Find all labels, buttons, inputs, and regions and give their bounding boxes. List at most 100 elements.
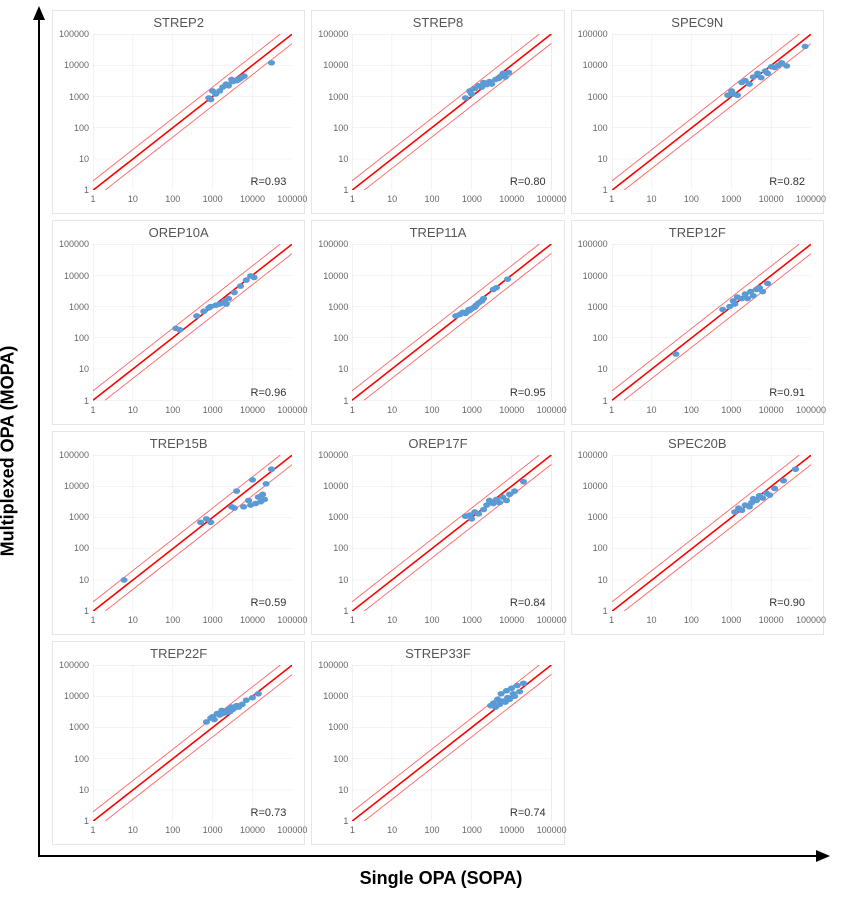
scatter-panel: TREP15B110100100010000100000110100100010…	[52, 431, 305, 635]
data-point	[231, 505, 238, 511]
x-tick-label: 1	[350, 825, 355, 835]
x-tick-label: 100	[684, 194, 699, 204]
y-tick-label: 100	[593, 123, 608, 133]
x-tick-label: 100000	[277, 825, 307, 835]
data-point	[480, 296, 487, 302]
x-tick-label: 100	[425, 615, 440, 625]
x-tick-label: 100	[165, 825, 180, 835]
y-tick-labels: 110100100010000100000	[578, 34, 610, 190]
x-tick-labels: 110100100010000100000	[612, 613, 811, 627]
x-tick-label: 100	[165, 405, 180, 415]
scatter-svg	[612, 34, 811, 190]
data-point	[771, 485, 778, 491]
data-point	[193, 313, 200, 319]
data-point	[731, 301, 738, 307]
y-tick-labels: 110100100010000100000	[318, 665, 350, 821]
r-value-label: R=0.74	[510, 807, 546, 819]
data-point	[237, 284, 244, 290]
data-point	[240, 503, 247, 509]
x-tick-label: 1000	[721, 405, 741, 415]
y-tick-label: 10	[338, 785, 348, 795]
y-tick-label: 100	[593, 333, 608, 343]
x-tick-label: 100000	[796, 615, 826, 625]
scatter-panel: STREP81101001000100001000001101001000100…	[311, 10, 564, 214]
x-tick-label: 1000	[721, 194, 741, 204]
x-tick-label: 10	[387, 615, 397, 625]
x-tick-label: 1	[90, 405, 95, 415]
x-tick-label: 1000	[462, 405, 482, 415]
plot-area: 1101001000100001000001101001000100001000…	[578, 453, 817, 627]
data-point	[176, 327, 183, 333]
data-point	[493, 285, 500, 291]
x-tick-label: 1000	[462, 194, 482, 204]
data-point	[207, 97, 214, 103]
x-tick-label: 1	[90, 194, 95, 204]
y-tick-label: 10000	[583, 60, 608, 70]
x-tick-label: 100	[165, 615, 180, 625]
data-point	[514, 682, 521, 688]
panel-title: TREP22F	[59, 646, 298, 661]
data-point	[462, 95, 469, 101]
x-tick-labels: 110100100010000100000	[352, 192, 551, 206]
data-point	[207, 519, 214, 525]
y-tick-label: 100000	[318, 29, 348, 39]
data-point	[268, 60, 275, 66]
y-tick-label: 1000	[69, 512, 89, 522]
y-tick-label: 1	[84, 816, 89, 826]
x-tick-label: 1000	[721, 615, 741, 625]
y-tick-label: 100	[74, 754, 89, 764]
panel-title: STREP33F	[318, 646, 557, 661]
scatter-svg	[612, 244, 811, 400]
scatter-panel: OREP17F110100100010000100000110100100010…	[311, 431, 564, 635]
plot-area: 1101001000100001000001101001000100001000…	[318, 663, 557, 837]
x-axis-label: Single OPA (SOPA)	[0, 868, 842, 889]
y-tick-label: 10	[79, 785, 89, 795]
y-tick-label: 10000	[64, 271, 89, 281]
y-tick-label: 10	[79, 364, 89, 374]
x-tick-labels: 110100100010000100000	[93, 403, 292, 417]
r-value-label: R=0.82	[769, 176, 805, 188]
panel-title: TREP12F	[578, 225, 817, 240]
x-tick-label: 10	[647, 615, 657, 625]
data-point	[243, 697, 250, 703]
panel-title: STREP8	[318, 15, 557, 30]
data-point	[783, 63, 790, 69]
data-point	[120, 577, 127, 583]
x-tick-label: 100	[165, 194, 180, 204]
x-axis-arrow	[38, 855, 828, 857]
panel-title: SPEC20B	[578, 436, 817, 451]
y-tick-label: 10000	[64, 60, 89, 70]
x-tick-label: 10	[128, 825, 138, 835]
x-tick-label: 1000	[203, 615, 223, 625]
data-point	[261, 496, 268, 502]
data-point	[801, 44, 808, 50]
scatter-panel: TREP12F110100100010000100000110100100010…	[571, 220, 824, 424]
x-tick-label: 1	[350, 615, 355, 625]
panel-title: OREP17F	[318, 436, 557, 451]
data-point	[241, 73, 248, 79]
x-tick-label: 10000	[240, 615, 265, 625]
data-point	[759, 495, 766, 501]
scatter-svg	[93, 455, 292, 611]
data-point	[251, 275, 258, 281]
x-tick-label: 100	[425, 194, 440, 204]
y-tick-label: 1000	[328, 302, 348, 312]
y-tick-labels: 110100100010000100000	[59, 34, 91, 190]
y-tick-label: 10000	[323, 481, 348, 491]
y-tick-label: 1	[603, 396, 608, 406]
scatter-svg	[352, 665, 551, 821]
y-tick-labels: 110100100010000100000	[318, 244, 350, 400]
x-tick-label: 10000	[499, 405, 524, 415]
x-tick-label: 10	[387, 825, 397, 835]
data-point	[249, 477, 256, 483]
x-tick-labels: 110100100010000100000	[612, 192, 811, 206]
y-tick-label: 1000	[69, 92, 89, 102]
x-tick-label: 1000	[462, 825, 482, 835]
y-tick-label: 100	[333, 754, 348, 764]
x-tick-label: 100000	[537, 405, 567, 415]
y-tick-label: 10	[598, 154, 608, 164]
x-tick-label: 100000	[537, 615, 567, 625]
x-tick-label: 1000	[203, 825, 223, 835]
x-tick-label: 10	[128, 405, 138, 415]
data-point	[505, 70, 512, 76]
